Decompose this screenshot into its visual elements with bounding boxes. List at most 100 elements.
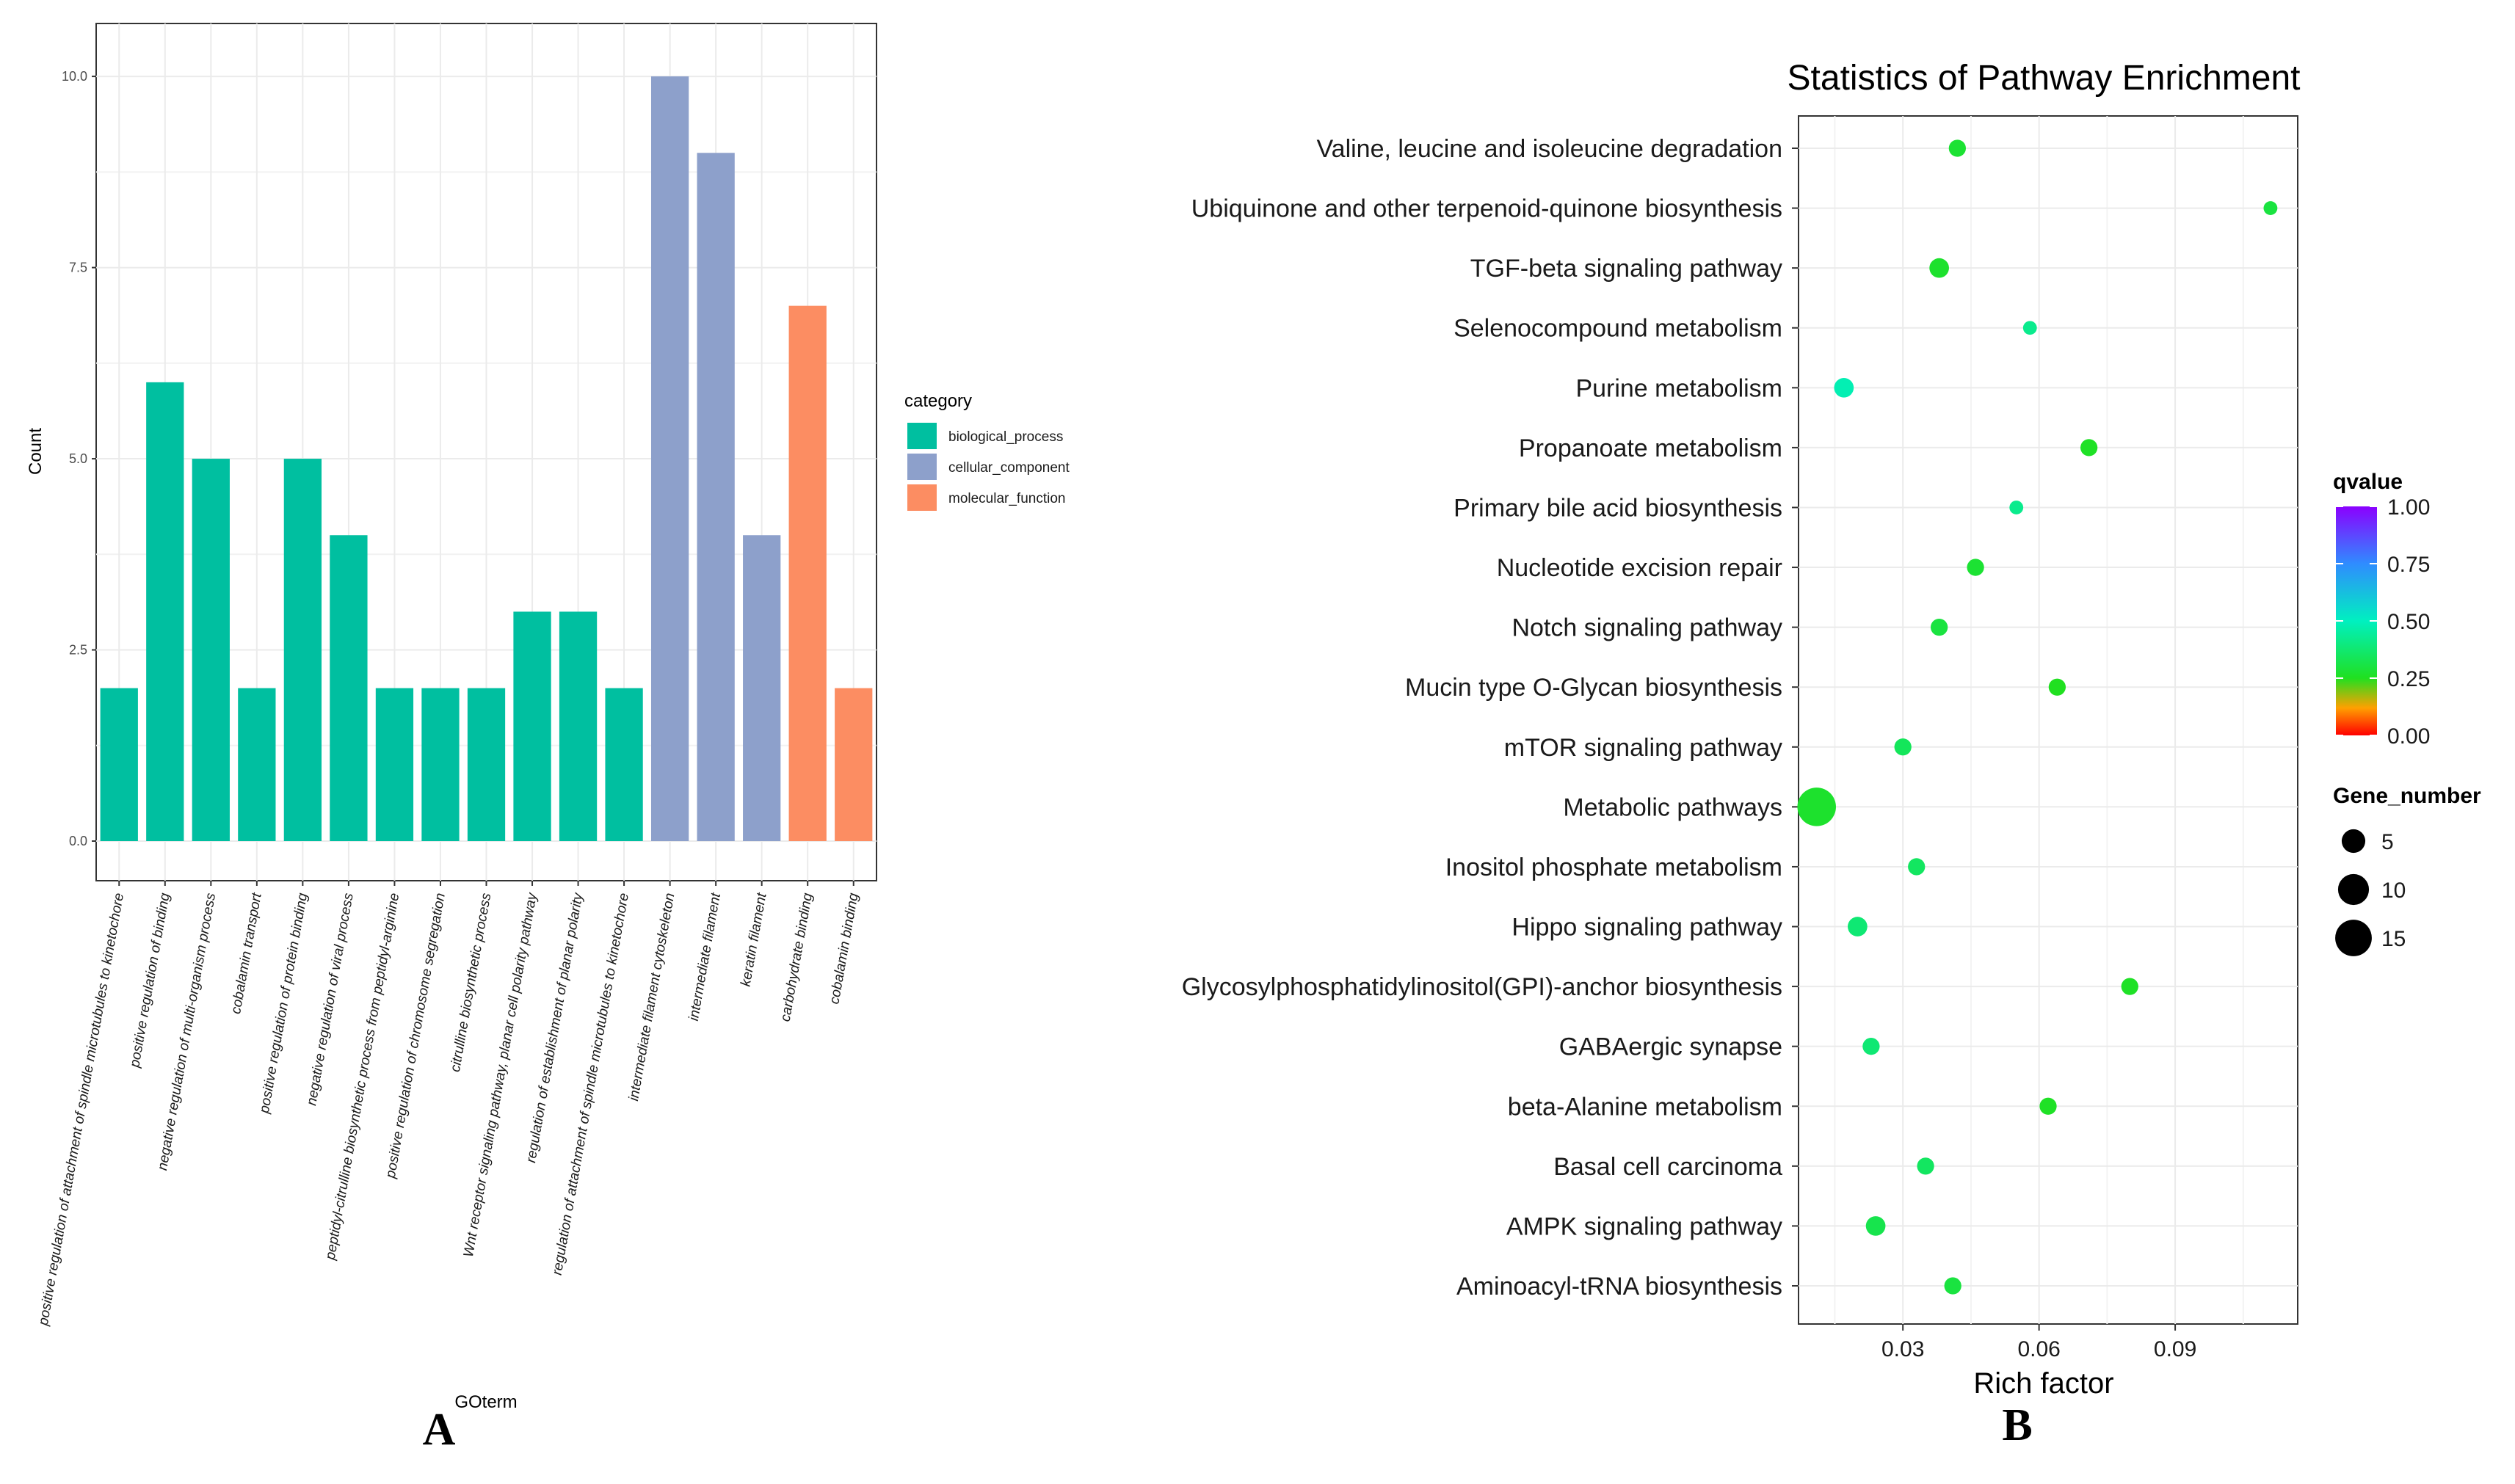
panel-b-pathway-label: Hippo signaling pathway (1511, 914, 1782, 942)
panel-b-point (1944, 1277, 1961, 1295)
panel-b-colorbar-label: 0.25 (2387, 667, 2430, 691)
panel-a-bar (146, 382, 184, 841)
panel-a-x-tick-label: positive regulation of attachment of spi… (36, 892, 128, 1327)
panel-a-y-tick-label: 7.5 (69, 261, 87, 275)
panel-a-x-tick-label: cobalamin binding (827, 892, 861, 1005)
panel-b-bubble-chart: Statistics of Pathway Enrichment Valine,… (1182, 59, 2481, 1450)
panel-b-pathway-label: Selenocompound metabolism (1454, 315, 1782, 343)
panel-b-size-legend-dot (2335, 920, 2372, 956)
panel-b-pathway-label: Propanoate metabolism (1519, 434, 1782, 462)
panel-b-colorbar-label: 1.00 (2387, 495, 2430, 520)
panel-a-bar (467, 688, 506, 841)
panel-b-colorbar-label: 0.00 (2387, 724, 2430, 749)
panel-b-point (1948, 139, 1967, 157)
panel-a-y-tick-label: 5.0 (69, 451, 87, 466)
panel-a-x-tick-label: carbohydrate binding (778, 892, 816, 1023)
panel-a-bar (192, 459, 230, 841)
panel-a-bar (375, 688, 414, 841)
panel-b-x-tick-label: 0.03 (1881, 1337, 1924, 1361)
panel-a-bar (283, 459, 322, 841)
panel-b-point (1917, 1157, 1934, 1175)
panel-a-legend-label: molecular_function (948, 491, 1065, 506)
panel-b-pathway-label: Purine metabolism (1575, 374, 1782, 402)
panel-a-y-ticks: 0.0 2.5 5.0 7.5 10.0 (62, 69, 96, 848)
panel-b-point (2263, 201, 2278, 215)
panel-a-bar (650, 76, 689, 842)
panel-b-gene-number-legend: Gene_number 5 10 15 (2333, 784, 2481, 956)
panel-b-qvalue-legend: qvalue 1.00 0.75 0.50 0.25 0.00 (2333, 470, 2430, 749)
panel-a-bar (605, 688, 643, 841)
panel-b-pathway-label: Primary bile acid biosynthesis (1454, 494, 1782, 522)
panel-b-point (2080, 439, 2098, 457)
panel-b-point (2009, 501, 2024, 514)
panel-b-pathway-label: Basal cell carcinoma (1553, 1153, 1782, 1181)
panel-b-pathway-label: Inositol phosphate metabolism (1445, 854, 1782, 881)
panel-a-x-tick-labels: positive regulation of attachment of spi… (36, 881, 862, 1328)
panel-b-qvalue-legend-title: qvalue (2333, 470, 2403, 494)
panel-b-plot-area (1798, 115, 2298, 1325)
panel-a-y-axis-title: Count (26, 428, 46, 475)
panel-b-pathway-label: Aminoacyl-tRNA biosynthesis (1456, 1273, 1782, 1301)
panel-b-point (2039, 1097, 2057, 1115)
panel-a-legend-swatch (907, 454, 937, 480)
panel-b-gene-number-legend-title: Gene_number (2333, 784, 2481, 808)
panel-a-bar (559, 611, 598, 841)
panel-b-pathway-labels: Valine, leucine and isoleucine degradati… (1182, 135, 1799, 1301)
panel-b-x-tick-label: 0.06 (2017, 1337, 2060, 1361)
panel-a-x-tick-label: citrulline biosynthetic process (448, 892, 495, 1073)
panel-b-pathway-label: beta-Alanine metabolism (1508, 1093, 1782, 1121)
panel-a-legend-label: biological_process (948, 429, 1063, 445)
panel-b-pathway-label: Valine, leucine and isoleucine degradati… (1317, 135, 1783, 163)
panel-b-point (2048, 678, 2066, 696)
panel-a-bar (238, 688, 276, 841)
panel-a-x-tick-label: cobalamin transport (228, 892, 265, 1016)
panel-b-size-legend-dot (2337, 873, 2370, 906)
panel-b-point (1929, 258, 1949, 278)
panel-a-x-tick-label: positive regulation of protein binding (257, 892, 311, 1116)
panel-b-points (1797, 139, 2278, 1295)
panel-a-bar (743, 535, 781, 841)
panel-b-pathway-label: TGF-beta signaling pathway (1470, 255, 1782, 283)
panel-b-point (1862, 1038, 1880, 1055)
panel-b-size-legend-label: 15 (2381, 927, 2406, 951)
panel-a-x-axis-title: GOterm (454, 1392, 517, 1412)
panel-a-legend-title: category (904, 391, 972, 411)
panel-b-colorbar-label: 0.50 (2387, 610, 2430, 634)
panel-b-point (1797, 788, 1836, 826)
panel-a-y-tick-label: 2.5 (69, 643, 87, 658)
panel-a-legend-swatch (907, 423, 937, 449)
panel-a-y-tick-label: 0.0 (69, 834, 87, 848)
panel-a-legend-label: cellular_component (948, 460, 1070, 476)
panel-b-pathway-label: Ubiquinone and other terpenoid-quinone b… (1191, 195, 1782, 223)
panel-b-point (1865, 1216, 1886, 1236)
panel-b-point (1930, 618, 1948, 636)
panel-a-bars (100, 76, 873, 842)
panel-a-bar (835, 688, 873, 841)
panel-b-pathway-label: Mucin type O-Glycan biosynthesis (1405, 674, 1782, 702)
panel-b-x-axis-title: Rich factor (1973, 1367, 2113, 1400)
panel-b-size-legend-label: 5 (2381, 830, 2394, 854)
panel-a-bar (697, 153, 735, 842)
panel-a-bar (421, 688, 460, 841)
panel-a-bar (788, 305, 827, 842)
panel-a-bar (330, 535, 368, 841)
panel-b-point (1967, 559, 1984, 576)
panel-a-x-tick-label: intermediate filament (686, 892, 724, 1022)
panel-b-size-legend-dot (2341, 829, 2366, 854)
panel-b-x-tick-label: 0.09 (2154, 1337, 2196, 1361)
panel-b-pathway-label: Glycosylphosphatidylinositol(GPI)-anchor… (1182, 973, 1782, 1001)
panel-b-point (2121, 978, 2138, 995)
panel-a-bar (513, 611, 551, 841)
panel-a-bar-chart: 0.0 2.5 5.0 7.5 10.0 positive regulation of … (26, 23, 1070, 1455)
panel-b-point (2022, 321, 2037, 335)
panel-a-x-tick-label: positive regulation of binding (127, 892, 173, 1069)
panel-b-size-legend-label: 10 (2381, 879, 2406, 903)
panel-b-point (1894, 738, 1912, 756)
panel-b-point (1848, 917, 1868, 936)
panel-b-pathway-label: Nucleotide excision repair (1497, 554, 1782, 582)
panel-b-pathway-label: Notch signaling pathway (1511, 614, 1782, 642)
panel-b-colorbar-label: 0.75 (2387, 553, 2430, 577)
panel-a-y-tick-label: 10.0 (62, 69, 87, 84)
panel-a-label: A (423, 1405, 456, 1455)
